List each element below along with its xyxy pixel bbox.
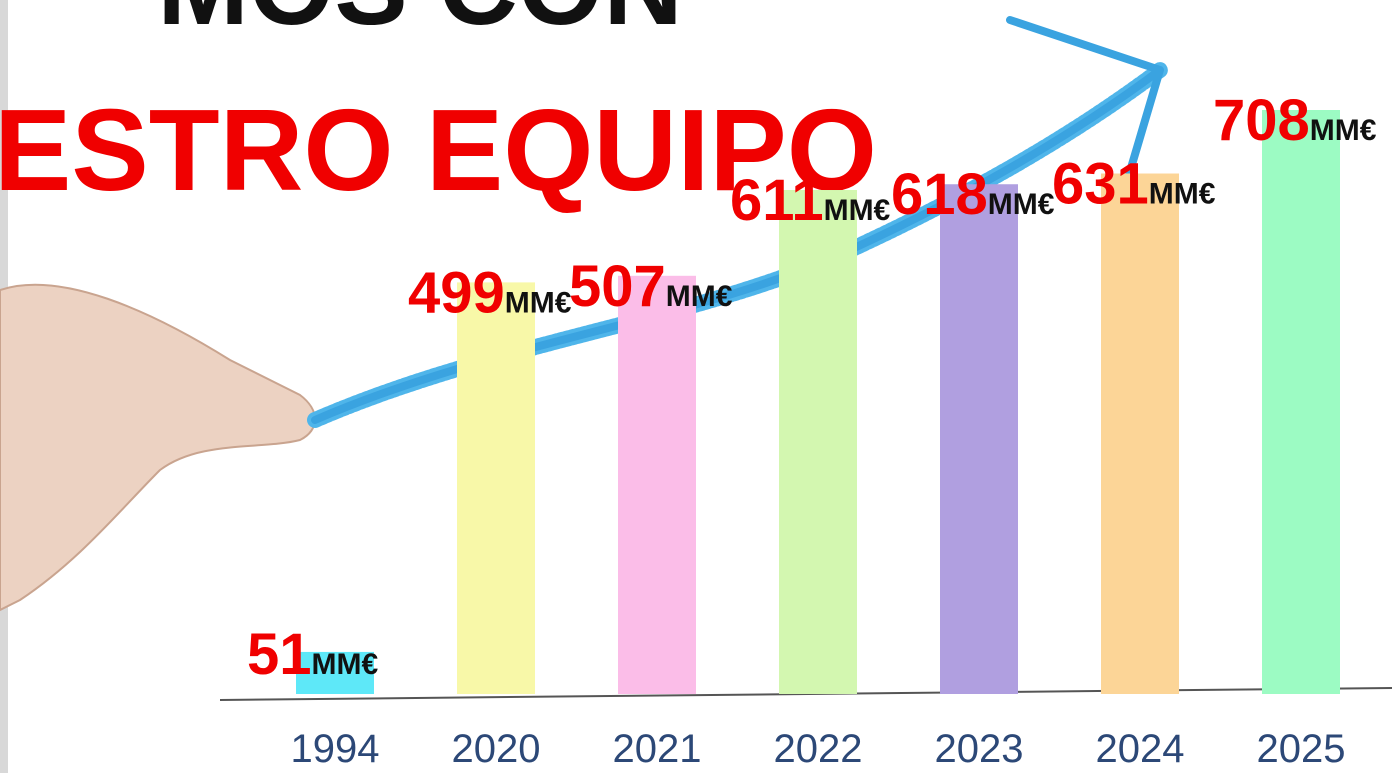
bar [1101, 174, 1179, 694]
x-tick-label: 2020 [452, 727, 541, 771]
value: 618 [891, 162, 988, 227]
unit: MM€ [505, 286, 572, 319]
x-tick-label: 1994 [291, 727, 380, 771]
bar [779, 190, 857, 694]
x-tick-label: 2022 [774, 727, 863, 771]
x-tick-label: 2021 [613, 727, 702, 771]
value: 507 [569, 254, 666, 319]
bar [1262, 110, 1340, 694]
value: 611 [730, 168, 824, 233]
x-tick-label: 2023 [935, 727, 1024, 771]
chart: MOS CON ESTRO EQUIPO 199451MM€2020499MM€… [0, 0, 1396, 773]
bar [457, 282, 535, 694]
value: 499 [408, 260, 505, 325]
x-tick-label: 2024 [1096, 727, 1185, 771]
unit: MM€ [666, 280, 733, 313]
chart-subtitle: MOS CON [157, 0, 683, 48]
unit: MM€ [312, 648, 379, 681]
value: 631 [1052, 152, 1149, 217]
unit: MM€ [1149, 178, 1216, 211]
value: 708 [1213, 88, 1310, 153]
value: 51 [247, 622, 312, 687]
x-tick-label: 2025 [1257, 727, 1346, 771]
bar [618, 276, 696, 694]
unit: MM€ [1310, 114, 1377, 147]
bar [940, 184, 1018, 694]
unit: MM€ [824, 194, 891, 227]
unit: MM€ [988, 188, 1055, 221]
